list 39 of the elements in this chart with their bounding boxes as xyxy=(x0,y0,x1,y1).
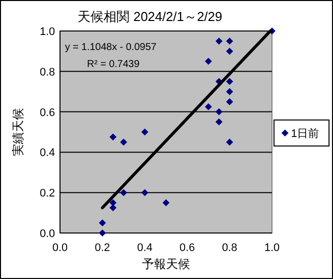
point xyxy=(226,98,234,106)
point xyxy=(216,118,222,126)
point xyxy=(110,204,116,212)
point xyxy=(226,138,234,146)
x-tick-label: 1.0 xyxy=(264,242,280,254)
legend-label: 1日前 xyxy=(291,128,320,140)
annotation: R² = 0.7439 xyxy=(87,59,140,70)
y-axis-title: 実績天候 xyxy=(11,108,25,156)
x-tick-label: 0.6 xyxy=(180,242,195,254)
point xyxy=(141,128,148,136)
x-axis-title: 予報天候 xyxy=(142,257,190,271)
point xyxy=(120,189,128,196)
point xyxy=(226,88,234,96)
point xyxy=(226,38,234,45)
x-tick-label: 0.2 xyxy=(94,242,110,254)
point xyxy=(110,199,116,206)
point xyxy=(110,134,116,141)
point xyxy=(141,189,148,196)
point xyxy=(216,38,222,45)
point xyxy=(226,78,234,85)
x-tick-label: 0.8 xyxy=(222,242,238,254)
point xyxy=(162,199,170,206)
point xyxy=(226,48,234,55)
point xyxy=(204,103,212,110)
y-tick-label: 0.4 xyxy=(40,147,55,160)
y-tick-label: 0.0 xyxy=(40,228,55,240)
y-tick-label: 1.0 xyxy=(40,26,55,38)
y-tick-label: 0.2 xyxy=(40,188,55,200)
y-tick-label: 0.8 xyxy=(40,66,55,78)
x-tick-label: 0.0 xyxy=(52,242,68,254)
chart-title: 天候相関 2024/2/1～2/29 xyxy=(78,9,222,24)
point xyxy=(98,219,106,226)
point xyxy=(216,108,222,116)
point xyxy=(98,230,106,236)
point xyxy=(120,138,128,146)
x-tick-label: 0.4 xyxy=(137,242,152,254)
y-tick-label: 0.6 xyxy=(40,106,55,119)
annotation: y = 1.1048x - 0.0957 xyxy=(65,42,157,53)
point xyxy=(204,58,212,65)
